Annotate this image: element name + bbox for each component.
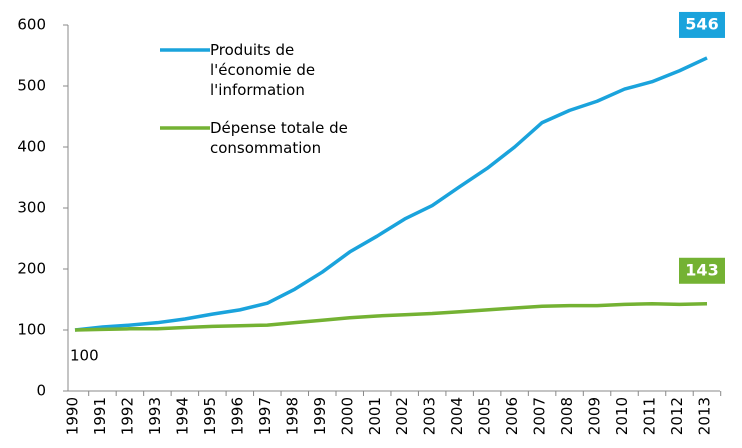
x-tick-label: 1996: [228, 397, 246, 435]
series-line: [74, 56, 708, 332]
y-tick-label: 0: [36, 382, 46, 400]
x-tick-label: 2013: [696, 397, 714, 435]
x-tick-label: 1999: [311, 397, 329, 435]
x-tick-label: 2005: [476, 397, 494, 435]
x-tick-label: 1998: [283, 397, 301, 435]
value-label: 143: [685, 260, 718, 279]
badge-bg: [679, 11, 725, 38]
y-tick-label: 400: [17, 138, 46, 156]
y-tick-label: 300: [17, 199, 46, 217]
y-tick-label: 100: [17, 321, 46, 339]
x-tick-label: 2010: [613, 397, 631, 435]
x-tick-label: 2009: [586, 397, 604, 435]
x-tick-label: 1991: [91, 397, 109, 435]
x-tick-label: 2000: [338, 397, 356, 435]
x-tick-label: 2002: [393, 397, 411, 435]
y-tick-label: 500: [17, 77, 46, 95]
x-tick-label: 2001: [366, 397, 384, 435]
y-tick-label: 200: [17, 260, 46, 278]
x-tick-label: 2007: [531, 397, 549, 435]
badge-bg: [679, 257, 725, 284]
x-tick-label: 2003: [421, 397, 439, 435]
x-tick-label: 1994: [173, 397, 191, 435]
x-tick-label: 2004: [448, 397, 466, 435]
value-badge: 143: [679, 257, 725, 284]
x-tick-label: 2012: [668, 397, 686, 435]
x-tick-label: 2006: [503, 397, 521, 435]
y-tick-label: 600: [17, 16, 46, 34]
x-tick-label: 1992: [118, 397, 136, 435]
x-tick-label: 1997: [256, 397, 274, 435]
series-line: [74, 302, 708, 332]
legend-label: Dépense totale de consommation: [210, 119, 348, 157]
x-tick-label: 2011: [641, 397, 659, 435]
x-tick-label: 1995: [201, 397, 219, 435]
legend-label: Produits de l'économie de l'information: [210, 41, 316, 99]
value-label: 546: [685, 14, 718, 33]
value-badge: 546: [679, 11, 725, 38]
value-label: 100: [70, 347, 99, 365]
x-tick-label: 2008: [558, 397, 576, 435]
x-tick-label: 1993: [146, 397, 164, 435]
x-tick-label: 1990: [64, 397, 82, 435]
